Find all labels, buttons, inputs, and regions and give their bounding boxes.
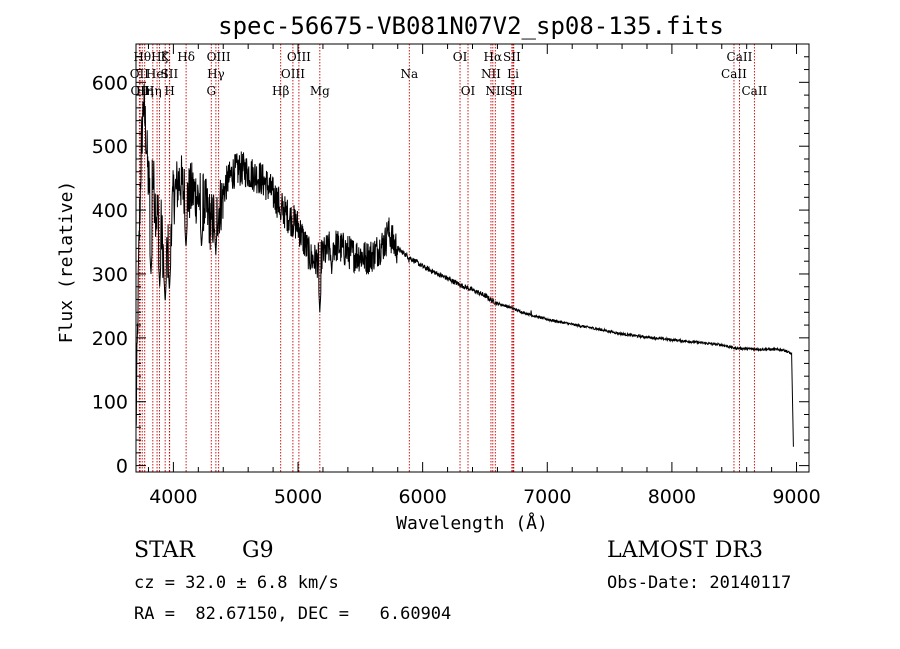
y-tick-label: 300 [92,264,128,286]
spectral-line-label: Li [507,67,519,81]
spectral-line-label: CaII [741,84,767,98]
y-tick-label: 0 [116,456,128,478]
coordinates-text: RA = 82.67150, DEC = 6.60904 [134,604,452,624]
redshift-text: cz = 32.0 ± 6.8 km/s [134,573,339,593]
spectral-line-label: OI [453,50,468,64]
x-tick-label: 9000 [772,486,820,508]
spectral-line-label: Mg [310,84,330,98]
y-tick-label: 500 [92,136,128,158]
spectral-line-label: Hδ [177,50,195,64]
spectral-line-label: SII [505,84,523,98]
spectral-line-label: NII [481,67,501,81]
chart-title: spec-56675-VB081N07V2_sp08-135.fits [218,12,724,40]
spectral-line-label: CaII [721,67,747,81]
spectrum-line [135,84,794,447]
x-tick-label: 7000 [523,486,571,508]
spectral-line-label: HeI [146,67,169,81]
y-axis-label: Flux (relative) [56,181,77,344]
spectral-line-label: OI [461,84,476,98]
spectral-line-label: NII [485,84,505,98]
spectral-line-label: OIII [281,67,305,81]
spectral-line-label: Hα [484,50,503,64]
spectral-line-label: Hβ [272,84,289,98]
observation-date: Obs-Date: 20140117 [607,573,792,593]
spectral-line-label: OII [130,84,150,98]
survey-name: LAMOST DR3 [607,538,763,563]
object-class: STAR [134,538,195,563]
spectral-line-label: Na [400,67,418,81]
spectral-line-label: G [206,84,216,98]
y-tick-label: 600 [92,72,128,94]
spectral-line-label: SII [161,67,179,81]
plot-frame [135,43,810,473]
spectral-line-label: SII [503,50,521,64]
y-tick-label: 100 [92,392,128,414]
x-tick-label: 4000 [149,486,197,508]
x-tick-label: 5000 [274,486,322,508]
x-tick-label: 6000 [398,486,446,508]
x-axis: 4000 5000 6000 7000 8000 9000 [147,44,821,508]
x-tick-label: 8000 [648,486,696,508]
spectral-line-label: CaII [727,50,753,64]
spectral-line-label: OIII [287,50,311,64]
spectral-line-labels: OIIOIIHθHηHηHeIHζKSIIHHδGHγOIIIHβOIIIOII… [130,50,768,98]
spectral-line-label: OII [130,67,150,81]
y-axis: 0 100 200 300 400 500 600 [92,56,809,478]
spectral-line-label: Hη [144,84,162,98]
y-tick-label: 400 [92,200,128,222]
spectral-line-label: Hγ [207,67,225,81]
object-subclass: G9 [242,538,274,563]
spectral-line-label: H [164,84,174,98]
spectral-line-markers [138,44,755,472]
x-axis-label: Wavelength (Å) [396,512,548,534]
spectrum-chart: spec-56675-VB081N07V2_sp08-135.fits OII O… [56,12,821,534]
spectral-line-label: Hθ [133,50,151,64]
spectral-line-label: Hζ [151,50,168,64]
y-tick-label: 200 [92,328,128,350]
spectral-line-label: K [161,50,171,64]
spectral-line-label: OIII [207,50,231,64]
